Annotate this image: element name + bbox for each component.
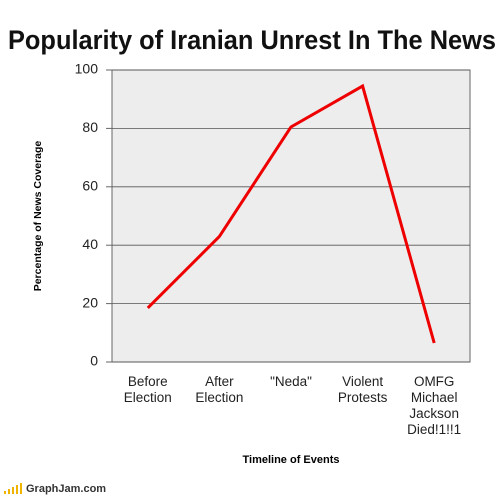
x-tick-label: "Neda"	[270, 374, 312, 389]
y-tick-label: 40	[82, 236, 98, 252]
x-axis-label: Timeline of Events	[243, 454, 340, 466]
y-tick-label: 80	[82, 119, 98, 135]
y-axis-label: Percentage of News Coverage	[32, 141, 44, 292]
x-tick-label: After Election	[195, 374, 244, 405]
y-tick-label: 0	[90, 353, 98, 369]
x-tick-label: Violent Protests	[337, 374, 388, 405]
x-tick-label: Before Election	[123, 374, 172, 405]
plot-area	[111, 69, 471, 363]
y-tick-label: 20	[82, 294, 98, 310]
footer-logo	[4, 483, 22, 494]
data-line	[146, 83, 436, 344]
footer-site: GraphJam.com	[26, 483, 106, 495]
chart-title: Popularity of Iranian Unrest In The News	[8, 25, 496, 55]
y-tick-label: 100	[75, 61, 99, 77]
x-tick-label: OMFG Michael Jackson Died!1!!1	[407, 374, 462, 437]
y-tick-label: 60	[82, 178, 98, 194]
